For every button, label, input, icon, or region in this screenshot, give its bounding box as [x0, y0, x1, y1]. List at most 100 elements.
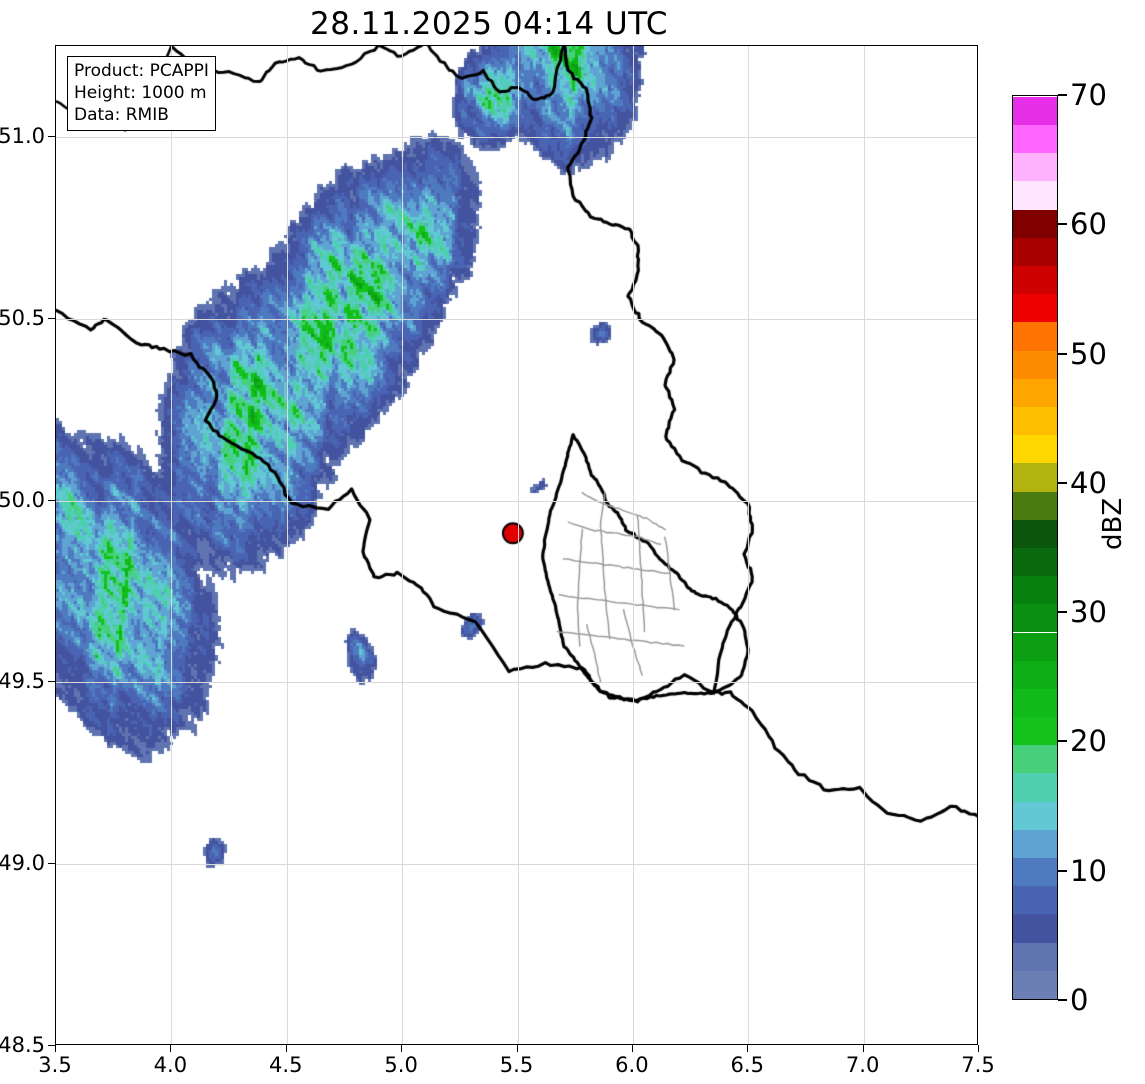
colorbar-segment: [1013, 96, 1057, 125]
colorbar-tick: [1058, 94, 1067, 96]
colorbar-segment: [1013, 660, 1057, 689]
y-axis-tick: [48, 135, 55, 137]
gridline-vertical: [863, 46, 865, 1044]
x-axis-tick-label: 4.5: [269, 1053, 303, 1077]
x-axis-tick: [516, 1045, 518, 1052]
colorbar-segment: [1013, 801, 1057, 830]
colorbar-segment: [1013, 265, 1057, 295]
x-axis-tick-label: 5.5: [499, 1053, 534, 1077]
x-axis-tick-label: 7.0: [845, 1053, 880, 1077]
colorbar-tick: [1058, 352, 1067, 355]
y-axis-tick: [48, 499, 55, 501]
y-axis-tick: [48, 681, 55, 683]
gridline-vertical: [748, 46, 750, 1044]
colorbar-tick: [1058, 481, 1067, 484]
x-axis-tick-label: 4.0: [153, 1053, 188, 1077]
colorbar-segment: [1013, 491, 1057, 520]
y-axis-tick-label: 49.0: [0, 851, 45, 876]
y-axis-tick-label: 50.5: [0, 305, 45, 330]
page-title: 28.11.2025 04:14 UTC: [310, 6, 668, 42]
colorbar-segment: [1013, 745, 1057, 774]
colorbar-segment: [1013, 463, 1057, 492]
colorbar-segment: [1013, 858, 1057, 887]
colorbar-segment: [1013, 773, 1057, 802]
gridline-vertical: [286, 46, 288, 1044]
info-height: Height: 1000 m: [74, 83, 207, 103]
colorbar-tick-label: 10: [1070, 853, 1107, 888]
gridline-horizontal: [56, 136, 977, 138]
gridline-vertical: [402, 46, 404, 1044]
product-info-box: Product: PCAPPI Height: 1000 m Data: RMI…: [67, 56, 216, 131]
x-axis-tick-label: 6.5: [730, 1053, 764, 1077]
colorbar-segment: [1013, 914, 1057, 943]
colorbar-segment: [1013, 519, 1057, 548]
y-axis-tick-label: 50.0: [0, 487, 45, 512]
colorbar-segment: [1013, 829, 1057, 859]
colorbar-segment: [1013, 435, 1057, 464]
x-axis-tick: [747, 1045, 749, 1052]
y-axis-tick: [48, 317, 55, 319]
y-axis-tick-label: 49.5: [0, 669, 45, 694]
x-axis-tick: [285, 1045, 287, 1052]
colorbar-tick: [1058, 740, 1067, 743]
colorbar-segment: [1013, 181, 1057, 210]
colorbar-segment: [1013, 294, 1057, 323]
colorbar-tick-label: 50: [1070, 336, 1107, 371]
colorbar-segment: [1013, 576, 1057, 605]
plot-inner: [56, 46, 977, 1044]
gridline-vertical: [517, 46, 519, 1044]
colorbar-segment: [1013, 717, 1057, 746]
colorbar-tick-label: 20: [1070, 724, 1107, 759]
info-data: Data: RMIB: [74, 105, 169, 125]
gridline-horizontal: [56, 682, 977, 684]
x-axis-tick: [631, 1045, 633, 1052]
colorbar-segment: [1013, 406, 1057, 436]
colorbar-segment: [1013, 125, 1057, 154]
y-axis-tick-label: 48.5: [0, 1033, 45, 1057]
colorbar-tick: [1058, 223, 1067, 226]
info-product: Product: PCAPPI: [74, 61, 209, 81]
colorbar-segment: [1013, 209, 1057, 238]
colorbar-tick: [1058, 611, 1067, 614]
y-axis-tick-label: 51.0: [0, 123, 45, 148]
colorbar-tick-label: 60: [1070, 207, 1107, 242]
colorbar-tick: [1058, 999, 1067, 1001]
colorbar-segment: [1013, 237, 1057, 266]
x-axis-tick: [862, 1045, 864, 1052]
colorbar-axis-title: dBZ: [1098, 497, 1128, 550]
colorbar-tick-label: 0: [1070, 983, 1089, 1017]
colorbar-segment: [1013, 547, 1057, 577]
x-axis-tick-label: 7.5: [961, 1053, 995, 1077]
gridline-horizontal: [56, 500, 977, 502]
x-axis-tick-label: 3.5: [38, 1053, 72, 1077]
colorbar-segment: [1013, 322, 1057, 351]
colorbar-segment: [1013, 886, 1057, 915]
colorbar-segment: [1013, 378, 1057, 407]
colorbar-segment: [1013, 688, 1057, 718]
x-axis-tick: [978, 1045, 979, 1052]
x-axis-tick: [170, 1045, 172, 1052]
colorbar: [1012, 95, 1058, 1000]
colorbar-segment: [1013, 350, 1057, 379]
y-axis-tick: [48, 1045, 55, 1046]
colorbar-tick: [1058, 869, 1067, 872]
gridline-horizontal: [56, 864, 977, 866]
gridline-vertical: [632, 46, 634, 1044]
colorbar-segment: [1013, 153, 1057, 182]
x-axis-tick-label: 5.0: [384, 1053, 418, 1077]
radar-map-plot: Product: PCAPPI Height: 1000 m Data: RMI…: [55, 45, 978, 1045]
y-axis-tick: [48, 863, 55, 865]
gridline-horizontal: [56, 318, 977, 320]
colorbar-tick-label: 40: [1070, 465, 1107, 500]
colorbar-segment: [1013, 970, 1057, 999]
colorbar-tick-label: 30: [1070, 595, 1107, 630]
x-axis-tick: [55, 1045, 56, 1052]
colorbar-tick-label: 70: [1070, 78, 1107, 112]
colorbar-segment: [1013, 632, 1057, 661]
x-axis-tick-label: 6.0: [615, 1053, 649, 1077]
colorbar-segment: [1013, 604, 1057, 633]
radar-reflectivity-canvas: [56, 46, 977, 1044]
colorbar-segment: [1013, 942, 1057, 971]
x-axis-tick: [401, 1045, 403, 1052]
gridline-vertical: [171, 46, 173, 1044]
